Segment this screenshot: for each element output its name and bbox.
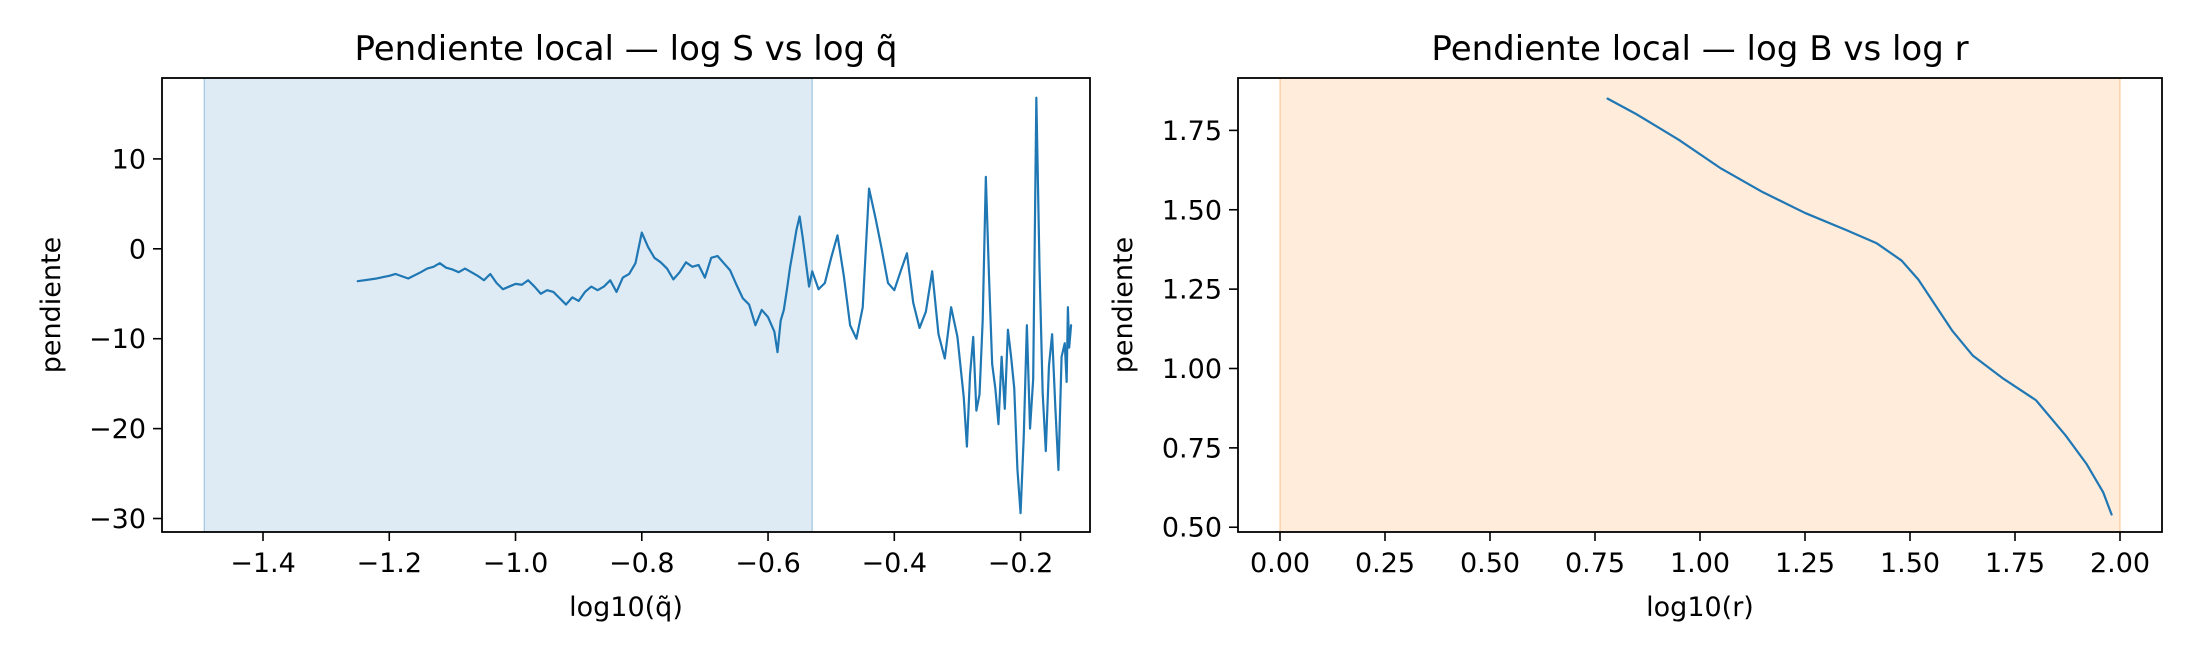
x-tick-label: 1.75 (1985, 548, 2045, 579)
x-tick-label: 2.00 (2090, 548, 2150, 579)
y-tick-label: −30 (89, 504, 146, 535)
x-axis-label: log10(q̃) (569, 592, 683, 623)
y-tick-label: 1.25 (1162, 275, 1222, 306)
y-tick-label: −10 (89, 324, 146, 355)
y-tick-label: 0.50 (1162, 513, 1222, 544)
x-tick-label: 0.75 (1565, 548, 1625, 579)
x-tick-label: 1.00 (1670, 548, 1730, 579)
shaded-region (204, 78, 813, 532)
series-line-1 (356, 96, 1073, 515)
y-axis-label: pendiente (36, 237, 67, 373)
y-tick-label: 1.75 (1162, 116, 1222, 147)
y-axis-label: pendiente (1108, 237, 1139, 373)
x-tick-label: −1.0 (483, 548, 549, 579)
x-tick-label: 1.50 (1880, 548, 1940, 579)
x-tick-label: −1.2 (356, 548, 422, 579)
chart-title: Pendiente local — log B vs log r (1431, 29, 1968, 69)
y-tick-label: 0.75 (1162, 433, 1222, 464)
x-tick-label: −1.4 (230, 548, 296, 579)
x-tick-label: −0.8 (609, 548, 675, 579)
x-tick-label: −0.4 (862, 548, 928, 579)
x-tick-label: 0.50 (1460, 548, 1520, 579)
y-tick-label: 1.50 (1162, 195, 1222, 226)
x-tick-label: 1.25 (1775, 548, 1835, 579)
shaded-region (1280, 78, 2120, 532)
x-tick-label: 0.00 (1250, 548, 1310, 579)
chart-panel-2: 0.00 0.25 0.50 0.75 1.00 1.25 1.50 1.75 2.00 0.50… (1108, 29, 2163, 623)
chart-title: Pendiente local — log S vs log q̃ (354, 29, 897, 69)
series-line-1 (1606, 97, 2113, 516)
chart-panel-1: −1.4 −1.2 −1.0 −0.8 −0.6 −0.4 −0.2 10 0 −10 −20 −30… (36, 29, 1091, 623)
x-tick-label: −0.6 (735, 548, 801, 579)
x-tick-label: −0.2 (988, 548, 1054, 579)
y-tick-label: 1.00 (1162, 354, 1222, 385)
y-tick-label: 0 (129, 234, 146, 265)
y-tick-label: −20 (89, 414, 146, 445)
plot-frame (161, 77, 1091, 533)
x-axis-label: log10(r) (1646, 592, 1754, 623)
y-tick-label: 10 (112, 144, 146, 175)
x-tick-label: 0.25 (1355, 548, 1415, 579)
